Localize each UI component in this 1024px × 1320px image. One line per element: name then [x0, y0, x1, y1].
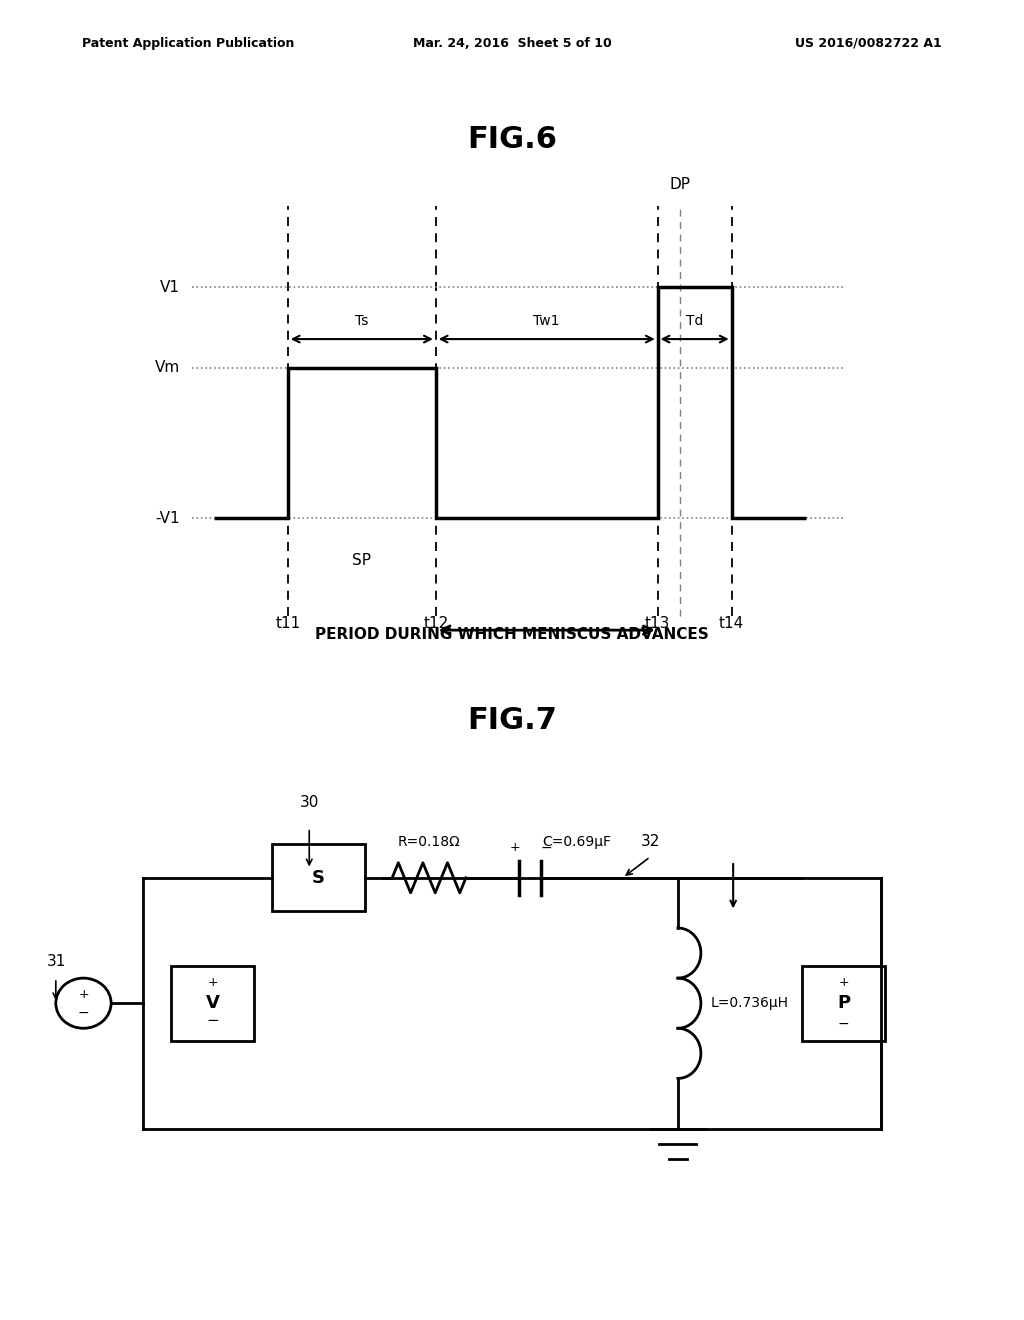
Text: −: − [206, 1014, 219, 1028]
Text: US 2016/0082722 A1: US 2016/0082722 A1 [796, 37, 942, 50]
Text: Vm: Vm [155, 360, 180, 375]
Text: P: P [838, 994, 850, 1012]
Text: R=0.18Ω: R=0.18Ω [397, 834, 461, 849]
Text: FIG.7: FIG.7 [467, 706, 557, 735]
Text: 32: 32 [641, 833, 660, 849]
Text: PERIOD DURING WHICH MENISCUS ADVANCES: PERIOD DURING WHICH MENISCUS ADVANCES [315, 627, 709, 642]
Text: V: V [206, 994, 219, 1012]
Text: +: + [839, 975, 849, 989]
Text: C=0.69μF: C=0.69μF [542, 834, 611, 849]
Text: Mar. 24, 2016  Sheet 5 of 10: Mar. 24, 2016 Sheet 5 of 10 [413, 37, 611, 50]
Text: −: − [838, 1016, 850, 1031]
Text: DP: DP [670, 177, 690, 193]
Text: t11: t11 [275, 616, 300, 631]
Text: V1: V1 [160, 280, 180, 294]
Text: 30: 30 [300, 795, 318, 810]
Text: +: + [78, 989, 89, 1002]
FancyBboxPatch shape [803, 966, 886, 1040]
Text: FIG.6: FIG.6 [467, 125, 557, 154]
Text: Ts: Ts [355, 314, 369, 327]
FancyBboxPatch shape [272, 845, 365, 911]
Text: −: − [541, 841, 552, 854]
Text: L=0.736μH: L=0.736μH [711, 997, 788, 1010]
Text: 31: 31 [47, 954, 66, 969]
Text: t14: t14 [719, 616, 744, 631]
Text: -V1: -V1 [156, 511, 180, 525]
Text: t13: t13 [645, 616, 671, 631]
Text: SP: SP [352, 553, 372, 568]
Text: S: S [312, 869, 325, 887]
Text: t12: t12 [423, 616, 449, 631]
Text: +: + [207, 975, 218, 989]
Text: +: + [510, 841, 520, 854]
Text: Td: Td [686, 314, 703, 327]
Text: Tw1: Tw1 [534, 314, 560, 327]
FancyBboxPatch shape [171, 966, 254, 1040]
Text: −: − [78, 1006, 89, 1020]
Text: Patent Application Publication: Patent Application Publication [82, 37, 294, 50]
